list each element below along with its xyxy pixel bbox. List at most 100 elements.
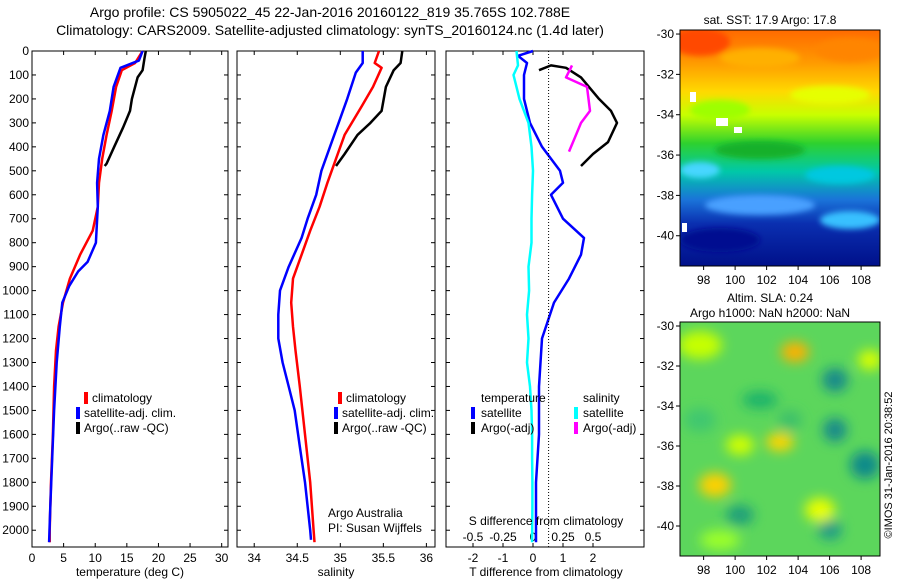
secondary-x-tick-label: -0.25: [489, 530, 517, 544]
sst-map-frame: [679, 29, 881, 267]
map-y-tick-label: -30: [657, 27, 675, 41]
depth-tick-label: 1900: [2, 499, 29, 513]
legend-swatch-satellite-adj: [334, 407, 338, 419]
legend-swatch-t-satellite: [471, 407, 475, 419]
map-x-tick-label: 108: [851, 563, 871, 577]
legend-swatch-argo: [76, 422, 80, 434]
legend-label-satellite-adj: satellite-adj. clim.: [84, 406, 176, 420]
x-tick-label: 0: [530, 551, 537, 565]
sst-map-image: [680, 30, 880, 266]
depth-tick-label: 1500: [2, 403, 29, 417]
sla-title-line1: Altim. SLA: 0.24: [727, 291, 813, 305]
x-tick-label: 0: [29, 551, 36, 565]
x-tick-label: 34: [248, 551, 262, 565]
map-x-tick-label: 106: [820, 273, 840, 287]
salinity-satellite-line: [512, 50, 535, 543]
profile-lines: [47, 49, 619, 543]
map-y-tick-label: -34: [657, 108, 675, 122]
map-x-tick-label: 102: [757, 563, 777, 577]
x-tick-label: 34.5: [286, 551, 310, 565]
map-y-tick-label: -34: [657, 399, 675, 413]
x-tick-label: 30: [215, 551, 229, 565]
depth-tick-label: 1400: [2, 379, 29, 393]
x-tick-label: 15: [120, 551, 134, 565]
depth-tick-label: 200: [9, 92, 29, 106]
temperature-legend: climatology satellite-adj. clim. Argo(..…: [76, 391, 176, 435]
profile-title: Argo profile: CS 5905022_45 22-Jan-2016 …: [89, 4, 571, 20]
depth-tick-label: 2000: [2, 523, 29, 537]
s-difference-axis-label: S difference from climatology: [469, 514, 624, 528]
argo-australia-annotation: Argo Australia: [328, 506, 403, 520]
x-tick-label: 10: [89, 551, 103, 565]
map-x-tick-label: 106: [820, 563, 840, 577]
secondary-x-tick-label: 0.25: [551, 530, 575, 544]
legend-swatch-climatology: [338, 392, 342, 404]
x-tick-label: 35: [334, 551, 348, 565]
pi-annotation: PI: Susan Wijffels: [328, 521, 422, 535]
legend-swatch-s-argo: [574, 422, 578, 434]
x-tick-label: 35.5: [372, 551, 396, 565]
legend-label-satellite-adj: satellite-adj. clim.: [342, 406, 434, 420]
climatology-line: [289, 50, 383, 543]
legend-label-t-argo: Argo(-adj): [481, 421, 534, 435]
legend-label-t-satellite: satellite: [481, 406, 522, 420]
x-tick-label: 20: [152, 551, 166, 565]
legend-swatch-climatology: [84, 392, 88, 404]
legend-swatch-argo: [334, 422, 338, 434]
sla-map-image: [680, 322, 880, 556]
x-tick-label: -2: [468, 551, 479, 565]
x-tick-label: 1: [560, 551, 567, 565]
depth-tick-label: 1800: [2, 475, 29, 489]
map-y-tick-label: -36: [657, 439, 675, 453]
depth-tick-label: 1300: [2, 355, 29, 369]
salinity-plot-frame: [236, 50, 436, 548]
climatology-title: Climatology: CARS2009. Satellite-adjuste…: [56, 22, 604, 38]
map-y-tick-label: -38: [657, 479, 675, 493]
legend-swatch-satellite-adj: [76, 407, 80, 419]
depth-tick-label: 0: [22, 44, 29, 58]
difference-plot-frame: [445, 50, 645, 548]
legend-label-s-argo: Argo(-adj): [583, 421, 636, 435]
legend-swatch-t-argo: [471, 422, 475, 434]
salinity-axis-label: salinity: [318, 565, 355, 579]
satellite-adj-clim--line: [47, 50, 144, 543]
secondary-x-tick-label: -0.5: [463, 530, 484, 544]
depth-tick-label: 1700: [2, 451, 29, 465]
x-tick-label: 5: [60, 551, 67, 565]
map-x-tick-label: 98: [697, 273, 711, 287]
x-tick-label: 2: [590, 551, 597, 565]
legend-swatch-s-satellite: [574, 407, 578, 419]
depth-tick-label: 1200: [2, 332, 29, 346]
map-y-tick-label: -36: [657, 148, 675, 162]
depth-tick-label: 500: [9, 164, 29, 178]
legend-label-argo: Argo(..raw -QC): [342, 421, 427, 435]
map-x-tick-label: 100: [725, 273, 745, 287]
map-y-tick-label: -40: [657, 229, 675, 243]
x-tick-label: 36: [420, 551, 434, 565]
map-y-tick-label: -30: [657, 319, 675, 333]
depth-tick-label: 800: [9, 236, 29, 250]
x-tick-label: 25: [183, 551, 197, 565]
sla-title-line2: Argo h1000: NaN h2000: NaN: [690, 306, 850, 320]
t-difference-axis-label: T difference from climatology: [469, 565, 623, 579]
x-tick-label: -1: [498, 551, 509, 565]
map-x-tick-label: 104: [788, 563, 808, 577]
depth-tick-label: 1000: [2, 284, 29, 298]
temperature-argo-adj--line: [538, 64, 619, 167]
salinity-argo-adj--line: [564, 64, 592, 153]
map-x-tick-label: 104: [788, 273, 808, 287]
sla-map-frame: [679, 321, 881, 557]
map-y-tick-label: -32: [657, 359, 675, 373]
legend-label-argo: Argo(..raw -QC): [84, 421, 169, 435]
temperature-satellite-line: [516, 49, 586, 543]
depth-tick-label: 700: [9, 212, 29, 226]
legend-label-climatology: climatology: [346, 391, 406, 405]
temperature-plot-frame: [31, 50, 229, 548]
imos-stamp: ©IMOS 31-Jan-2016 20:38:52: [883, 392, 895, 539]
depth-tick-label: 300: [9, 116, 29, 130]
map-x-tick-label: 108: [851, 273, 871, 287]
depth-tick-label: 400: [9, 140, 29, 154]
map-x-tick-label: 100: [725, 563, 745, 577]
depth-tick-label: 1600: [2, 427, 29, 441]
